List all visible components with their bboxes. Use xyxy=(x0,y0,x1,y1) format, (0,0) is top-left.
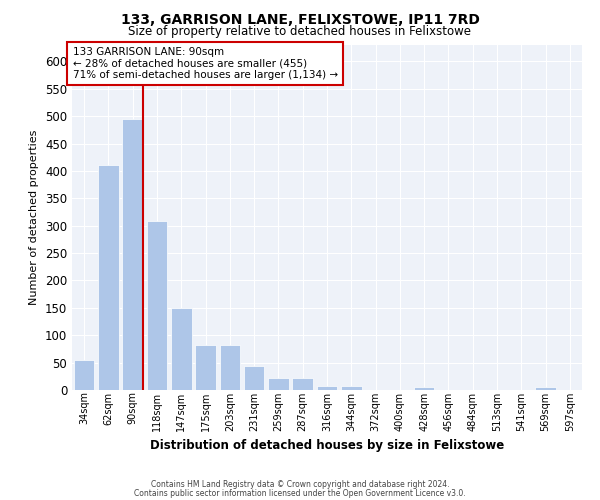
Text: Contains public sector information licensed under the Open Government Licence v3: Contains public sector information licen… xyxy=(134,488,466,498)
Bar xyxy=(414,388,434,390)
Bar xyxy=(244,366,265,390)
Bar xyxy=(98,166,119,390)
Bar xyxy=(195,345,216,390)
Bar xyxy=(122,119,143,390)
Bar xyxy=(341,386,362,390)
Bar xyxy=(317,386,337,390)
Text: Size of property relative to detached houses in Felixstowe: Size of property relative to detached ho… xyxy=(128,25,472,38)
Bar xyxy=(268,378,289,390)
Bar xyxy=(171,308,191,390)
Text: 133 GARRISON LANE: 90sqm
← 28% of detached houses are smaller (455)
71% of semi-: 133 GARRISON LANE: 90sqm ← 28% of detach… xyxy=(73,46,338,80)
Text: 133, GARRISON LANE, FELIXSTOWE, IP11 7RD: 133, GARRISON LANE, FELIXSTOWE, IP11 7RD xyxy=(121,12,479,26)
Bar xyxy=(292,378,313,390)
Text: Contains HM Land Registry data © Crown copyright and database right 2024.: Contains HM Land Registry data © Crown c… xyxy=(151,480,449,489)
Bar xyxy=(220,345,240,390)
Y-axis label: Number of detached properties: Number of detached properties xyxy=(29,130,40,305)
Bar xyxy=(146,222,167,390)
Bar xyxy=(535,388,556,390)
X-axis label: Distribution of detached houses by size in Felixstowe: Distribution of detached houses by size … xyxy=(150,439,504,452)
Bar xyxy=(74,360,94,390)
